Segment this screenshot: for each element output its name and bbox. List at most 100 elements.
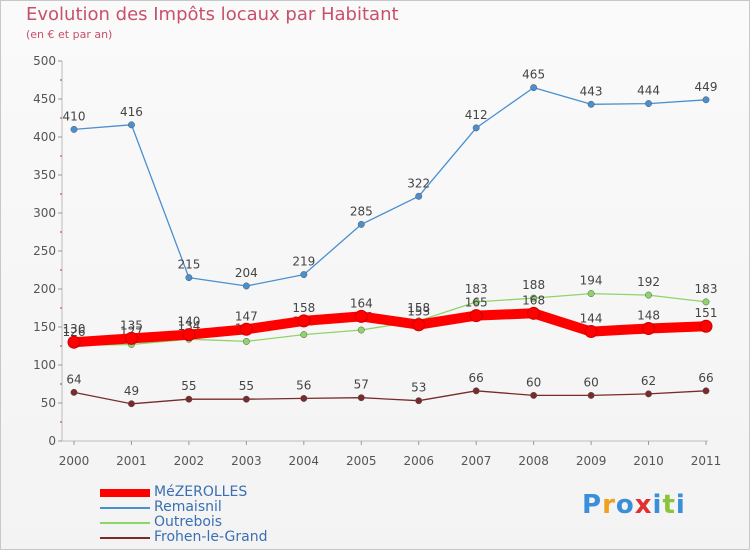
y-tick-label: 0	[48, 434, 56, 448]
data-point	[70, 388, 78, 396]
y-tick-label: 200	[33, 282, 56, 296]
data-point	[642, 322, 656, 336]
data-point	[415, 397, 423, 405]
data-point	[469, 309, 483, 323]
data-label: 168	[522, 293, 545, 307]
data-label: 56	[296, 378, 311, 392]
x-tick-label: 2002	[174, 454, 205, 468]
series-line	[69, 308, 711, 348]
data-label: 66	[469, 371, 484, 385]
data-label: 444	[637, 84, 660, 98]
data-label: 64	[66, 372, 81, 386]
x-tick-label: 2001	[116, 454, 147, 468]
data-label: 215	[177, 258, 200, 272]
y-tick-label: 500	[33, 54, 56, 68]
x-tick-label: 2008	[518, 454, 549, 468]
data-point	[128, 121, 135, 129]
data-label: 57	[354, 378, 369, 392]
data-point	[527, 306, 541, 320]
data-point	[587, 391, 595, 399]
data-label: 130	[63, 322, 86, 336]
data-point	[185, 395, 193, 403]
data-label: 55	[181, 379, 196, 393]
data-point	[185, 274, 193, 282]
data-label: 449	[695, 80, 718, 94]
data-point	[587, 290, 595, 298]
data-point	[645, 291, 652, 299]
y-tick-label: 50	[41, 396, 56, 410]
data-point	[645, 100, 652, 108]
data-label: 410	[63, 109, 86, 123]
data-point	[702, 96, 710, 104]
data-label: 192	[637, 275, 660, 289]
x-tick-label: 2010	[633, 454, 664, 468]
data-label: 285	[350, 204, 373, 218]
data-label: 183	[695, 282, 718, 296]
data-label: 135	[120, 318, 143, 332]
data-point	[472, 298, 480, 306]
legend-swatch	[100, 536, 150, 539]
data-point	[412, 318, 426, 332]
data-label: 204	[235, 266, 258, 280]
logo-letter: t	[662, 490, 676, 520]
data-point	[300, 331, 308, 339]
x-tick-label: 2003	[231, 454, 262, 468]
legend-label: MéZEROLLES	[154, 484, 248, 500]
legend-swatch	[100, 521, 150, 524]
data-label: 55	[239, 379, 254, 393]
data-point	[530, 294, 538, 302]
data-label: 53	[411, 381, 426, 395]
data-label: 412	[465, 108, 488, 122]
data-point	[530, 391, 538, 399]
data-label: 147	[235, 309, 258, 323]
legend: MéZEROLLES Remaisnil Outrebois Frohen-le…	[100, 485, 267, 545]
data-label: 60	[583, 375, 598, 389]
data-label: 165	[465, 296, 488, 310]
data-point	[242, 282, 250, 290]
data-point	[242, 395, 250, 403]
data-label: 322	[407, 176, 430, 190]
data-point	[702, 387, 710, 395]
data-point	[357, 326, 365, 334]
legend-item-frohen-le-grand: Frohen-le-Grand	[100, 530, 267, 545]
data-label: 219	[292, 255, 315, 269]
y-tick-label: 250	[33, 244, 56, 258]
proxiti-logo: Proxiti	[582, 490, 686, 520]
data-point	[357, 394, 365, 402]
chart-subtitle: (en € et par an)	[26, 28, 113, 41]
logo-letter: x	[634, 490, 653, 520]
data-label: 443	[580, 84, 603, 98]
data-label: 194	[580, 274, 603, 288]
y-tick-label: 150	[33, 320, 56, 334]
data-point	[645, 390, 652, 398]
x-tick-label: 2005	[346, 454, 377, 468]
data-label: 144	[580, 312, 603, 326]
data-label: 183	[465, 282, 488, 296]
data-label: 188	[522, 278, 545, 292]
data-point	[124, 331, 138, 345]
data-point	[357, 220, 365, 228]
data-point	[584, 325, 598, 339]
data-label: 465	[522, 68, 545, 82]
x-tick-label: 2000	[59, 454, 90, 468]
series-line	[73, 86, 707, 287]
data-point	[239, 322, 253, 336]
data-point	[300, 394, 308, 402]
data-label: 126	[63, 325, 86, 339]
data-point	[530, 84, 538, 92]
data-label: 158	[407, 301, 430, 315]
data-point	[67, 335, 81, 349]
data-point	[702, 298, 710, 306]
data-label: 66	[698, 371, 713, 385]
x-tick-label: 2004	[289, 454, 320, 468]
x-tick-label: 2009	[576, 454, 607, 468]
logo-letter: i	[652, 490, 663, 520]
legend-swatch	[100, 488, 150, 497]
data-label: 49	[124, 384, 139, 398]
y-tick-label: 450	[33, 92, 56, 106]
data-point	[354, 309, 368, 323]
legend-item-remaisnil: Remaisnil	[100, 500, 267, 515]
data-label: 148	[637, 309, 660, 323]
